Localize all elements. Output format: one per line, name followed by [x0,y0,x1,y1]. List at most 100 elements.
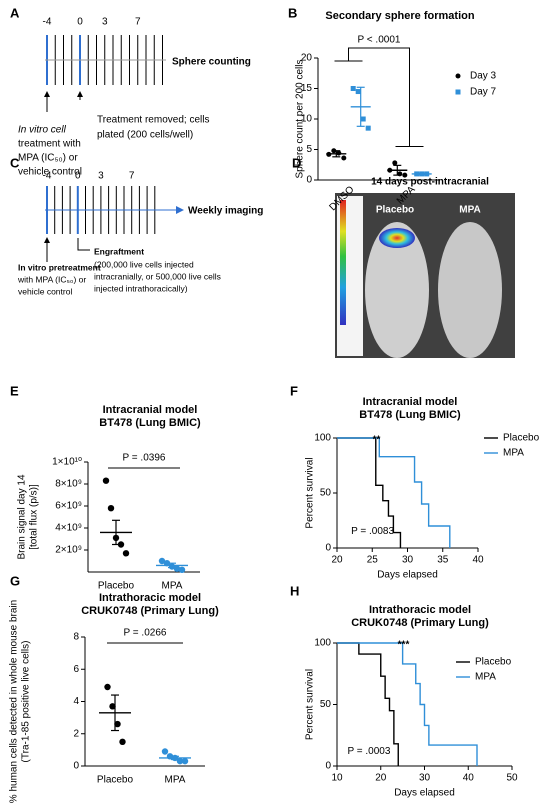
point [112,534,120,542]
y-tick-label: 6×10⁹ [55,501,82,512]
annotation: P = .0396 [123,453,166,464]
timeline-label: 0 [77,17,83,28]
point [331,148,337,154]
point [161,748,169,755]
panel-label: F [290,383,298,398]
point [360,116,366,122]
survival-curve [337,437,451,548]
y-tick-label: 2×10⁹ [55,545,82,556]
point [341,155,347,161]
point [102,477,110,484]
point [117,541,125,548]
point [350,86,356,91]
note: intracranially, or 500,000 live cells [94,271,221,281]
y-axis-label: [total flux (p/s)] [29,484,40,550]
mouse [438,222,502,358]
y-tick-label: 100 [314,638,331,649]
point [387,167,393,173]
x-tick-label: 35 [437,555,449,566]
panel-label: A [10,5,20,20]
bracket [77,238,90,251]
note-title: Engraftment [94,246,144,256]
significance: *** [398,640,410,651]
note: plated (200 cells/well) [97,130,193,141]
timeline-end-label: Sphere counting [172,57,251,68]
panel-label: C [10,155,20,170]
chart-title: BT478 (Lung BMIC) [99,417,201,429]
chart-title: Intracranial model [363,396,458,408]
point [326,151,332,157]
point [166,753,174,760]
y-tick-label: 50 [320,488,332,499]
x-tick-label: 20 [375,773,387,784]
point [158,557,166,565]
y-axis-label: Percent survival [305,669,316,740]
x-tick-label: Placebo [98,581,135,592]
panel-label: B [288,5,297,20]
y-axis-label: Brain signal day 14 [17,474,28,559]
y-tick-label: 5 [306,144,312,155]
note: treatment with [18,139,81,150]
legend-marker [455,89,461,95]
x-axis-label: Days elapsed [394,788,455,799]
point [365,125,371,131]
x-axis-label: Days elapsed [377,570,438,581]
timeline-label: 7 [129,171,135,182]
point [414,171,420,177]
timeline-label: -4 [43,17,52,28]
point [119,738,126,746]
note: injected intrathoracically) [94,283,188,293]
y-tick-label: 0 [73,761,79,772]
y-tick-label: 8 [73,632,79,643]
point [107,505,115,512]
point [173,565,181,572]
panel-label: H [290,583,299,598]
x-tick-label: 40 [463,773,475,784]
legend-label: MPA [503,448,524,459]
x-tick-label: 10 [331,773,343,784]
x-tick-label: 50 [506,773,518,784]
point [114,720,121,728]
note: Treatment removed; cells [97,115,209,126]
point [402,172,408,178]
chart-title: Secondary sphere formation [325,10,474,22]
panel-label: D [292,155,301,170]
legend-label: Day 7 [470,87,497,98]
point [181,757,189,765]
p-value: P = .0003 [348,746,391,757]
timeline-label: -4 [43,171,52,182]
y-tick-label: 0 [325,761,331,772]
legend-label: Day 3 [470,71,497,82]
x-tick-label: 30 [419,773,431,784]
x-tick-label: 30 [402,555,414,566]
image-label: Placebo [376,205,414,216]
y-tick-label: 8×10⁹ [55,479,82,490]
note: vehicle control [18,167,82,178]
y-tick-label: 50 [320,699,332,710]
chart-title: CRUK0748 (Primary Lung) [351,617,489,629]
point [178,566,186,573]
note: In vitro pretreatment [18,262,101,272]
note: In vitro cell [18,125,67,136]
panel-label: G [10,573,20,588]
annotation: P < .0001 [358,35,401,46]
survival-curve [337,642,399,766]
legend-label: MPA [475,672,496,683]
image-label: MPA [459,205,480,216]
point [424,171,430,177]
chart-title: CRUK0748 (Primary Lung) [81,605,219,617]
image-title: 14 days post-intracranial [371,177,489,188]
point [355,89,361,95]
note: with MPA (IC₅₀) or [17,274,86,284]
y-tick-label: 4 [73,696,79,707]
mouse [365,222,429,358]
timeline-label: 3 [102,17,108,28]
timeline-label: 7 [135,17,141,28]
point [336,150,342,156]
x-tick-label: Placebo [97,775,134,786]
x-tick-label: 40 [472,555,484,566]
note: (200,000 live cells injected [94,259,194,269]
point [419,171,425,177]
y-tick-label: 4×10⁹ [55,523,82,534]
